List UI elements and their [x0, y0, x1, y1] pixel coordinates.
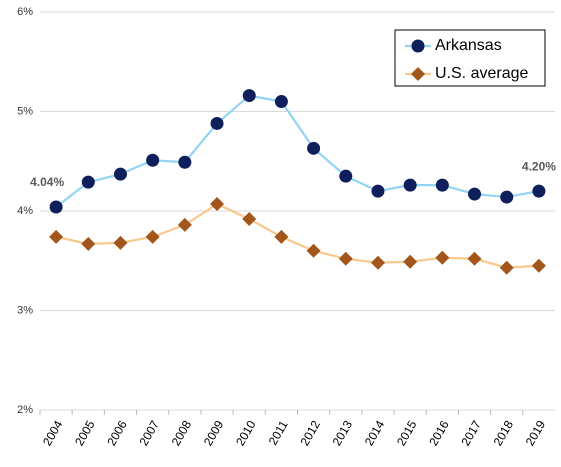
x-tick-label: 2018: [491, 418, 517, 448]
series-line: [55, 94, 540, 208]
data-point: [370, 255, 385, 270]
data-point: [242, 211, 257, 226]
data-point: [307, 141, 321, 155]
data-point: [468, 187, 482, 201]
x-tick-label: 2010: [233, 418, 259, 448]
x-tick-label: 2014: [362, 418, 388, 448]
data-point: [146, 153, 160, 167]
x-tick-label: 2011: [266, 418, 291, 448]
x-tick-label: 2015: [394, 418, 420, 448]
y-tick-label: 5%: [17, 105, 33, 117]
x-tick-label: 2005: [72, 418, 98, 448]
legend-label: Arkansas: [435, 37, 502, 54]
legend-marker: [411, 67, 425, 81]
data-point: [49, 200, 63, 214]
data-label: 4.04%: [30, 175, 64, 189]
legend-marker: [411, 39, 425, 53]
series-line: [55, 202, 539, 269]
data-point: [403, 254, 418, 269]
data-point: [210, 116, 224, 130]
data-point: [177, 217, 192, 232]
data-point: [532, 184, 546, 198]
data-point: [81, 236, 96, 251]
data-point: [435, 250, 450, 265]
x-tick-label: 2016: [426, 418, 452, 448]
data-point: [113, 235, 128, 250]
data-point: [306, 243, 321, 258]
data-point: [49, 229, 64, 244]
data-point: [403, 178, 417, 192]
data-point: [210, 197, 225, 212]
data-point: [145, 229, 160, 244]
x-tick-label: 2009: [201, 418, 227, 448]
data-point: [500, 190, 514, 204]
data-label: 4.20%: [522, 159, 556, 173]
data-point: [338, 251, 353, 266]
data-point: [178, 155, 192, 169]
x-tick-label: 2013: [330, 418, 356, 448]
legend-label: U.S. average: [435, 65, 528, 82]
x-tick-label: 2012: [297, 418, 323, 448]
data-point: [242, 89, 256, 103]
data-point: [339, 169, 353, 183]
x-tick-label: 2004: [40, 418, 66, 448]
x-tick-label: 2006: [104, 418, 130, 448]
y-tick-label: 4%: [17, 205, 33, 217]
data-point: [274, 229, 289, 244]
data-point: [467, 251, 482, 266]
data-point: [113, 167, 127, 181]
data-point: [499, 260, 514, 275]
x-tick-label: 2017: [458, 418, 484, 448]
y-tick-label: 3%: [17, 304, 33, 316]
x-tick-label: 2008: [169, 418, 195, 448]
data-point: [531, 258, 546, 273]
y-tick-label: 6%: [17, 6, 33, 18]
x-tick-label: 2007: [137, 418, 163, 448]
data-point: [371, 184, 385, 198]
data-point: [81, 175, 95, 189]
x-tick-label: 2019: [523, 418, 549, 448]
y-tick-label: 2%: [17, 404, 33, 416]
data-point: [274, 95, 288, 109]
data-point: [435, 178, 449, 192]
